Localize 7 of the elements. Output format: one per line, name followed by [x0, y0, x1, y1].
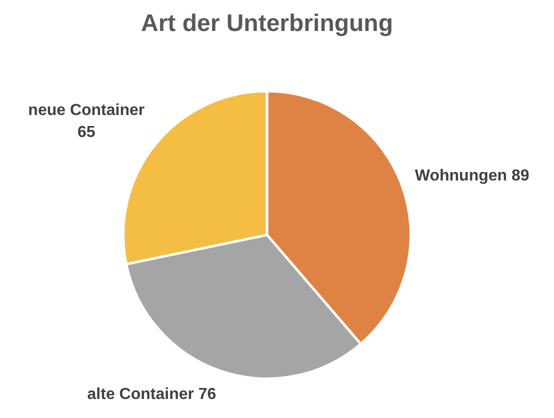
chart-title: Art der Unterbringung — [141, 10, 393, 38]
slice-label: alte Container — [87, 386, 194, 404]
slice-label: Wohnungen — [414, 168, 508, 185]
slice-label: neue Container — [28, 102, 145, 119]
data-label: 76 — [198, 386, 216, 404]
data-label: 65 — [78, 124, 96, 141]
data-label: 89 — [511, 168, 530, 185]
